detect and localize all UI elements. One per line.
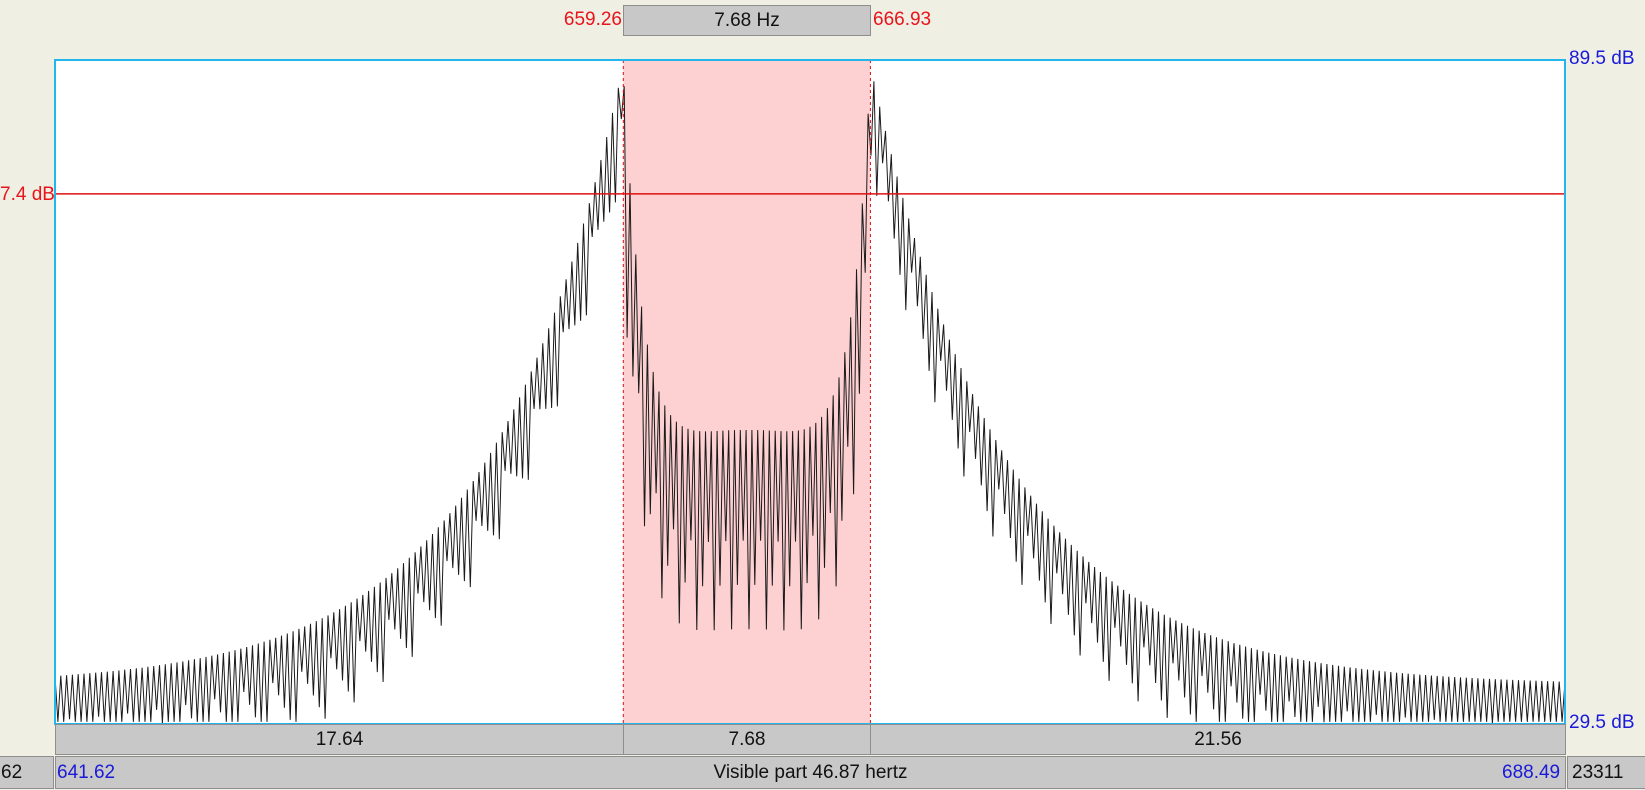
y-axis-bottom-label: 29.5 dB: [1569, 712, 1635, 733]
selection-width-button[interactable]: 7.68 Hz: [623, 5, 871, 36]
edge-segment-right[interactable]: 23311: [1567, 756, 1645, 789]
segment-selection[interactable]: 7.68: [623, 724, 871, 755]
selection-end-frequency: 666.93: [873, 9, 932, 30]
visible-end-frequency: 688.49: [1502, 762, 1561, 783]
edge-segment-left[interactable]: 62: [0, 756, 54, 789]
selection-start-frequency: 659.26: [563, 9, 622, 30]
visible-part-label: Visible part 46.87 hertz: [713, 762, 908, 783]
segment-after-selection[interactable]: 21.56: [870, 724, 1566, 755]
selection-highlight: [623, 60, 871, 724]
spectrum-trace: [55, 81, 1565, 724]
edge-segment-right-label: 23311: [1572, 762, 1624, 783]
y-axis-top-label: 89.5 dB: [1569, 48, 1635, 69]
cursor-level-label: 7.4 dB: [0, 184, 55, 205]
spectrum-chart[interactable]: [55, 60, 1565, 724]
visible-start-frequency: 641.62: [57, 762, 116, 783]
segment-before-selection[interactable]: 17.64: [55, 724, 624, 755]
edge-segment-left-label: 62: [1, 762, 23, 783]
visible-part-button[interactable]: Visible part 46.87 hertz: [55, 756, 1566, 789]
